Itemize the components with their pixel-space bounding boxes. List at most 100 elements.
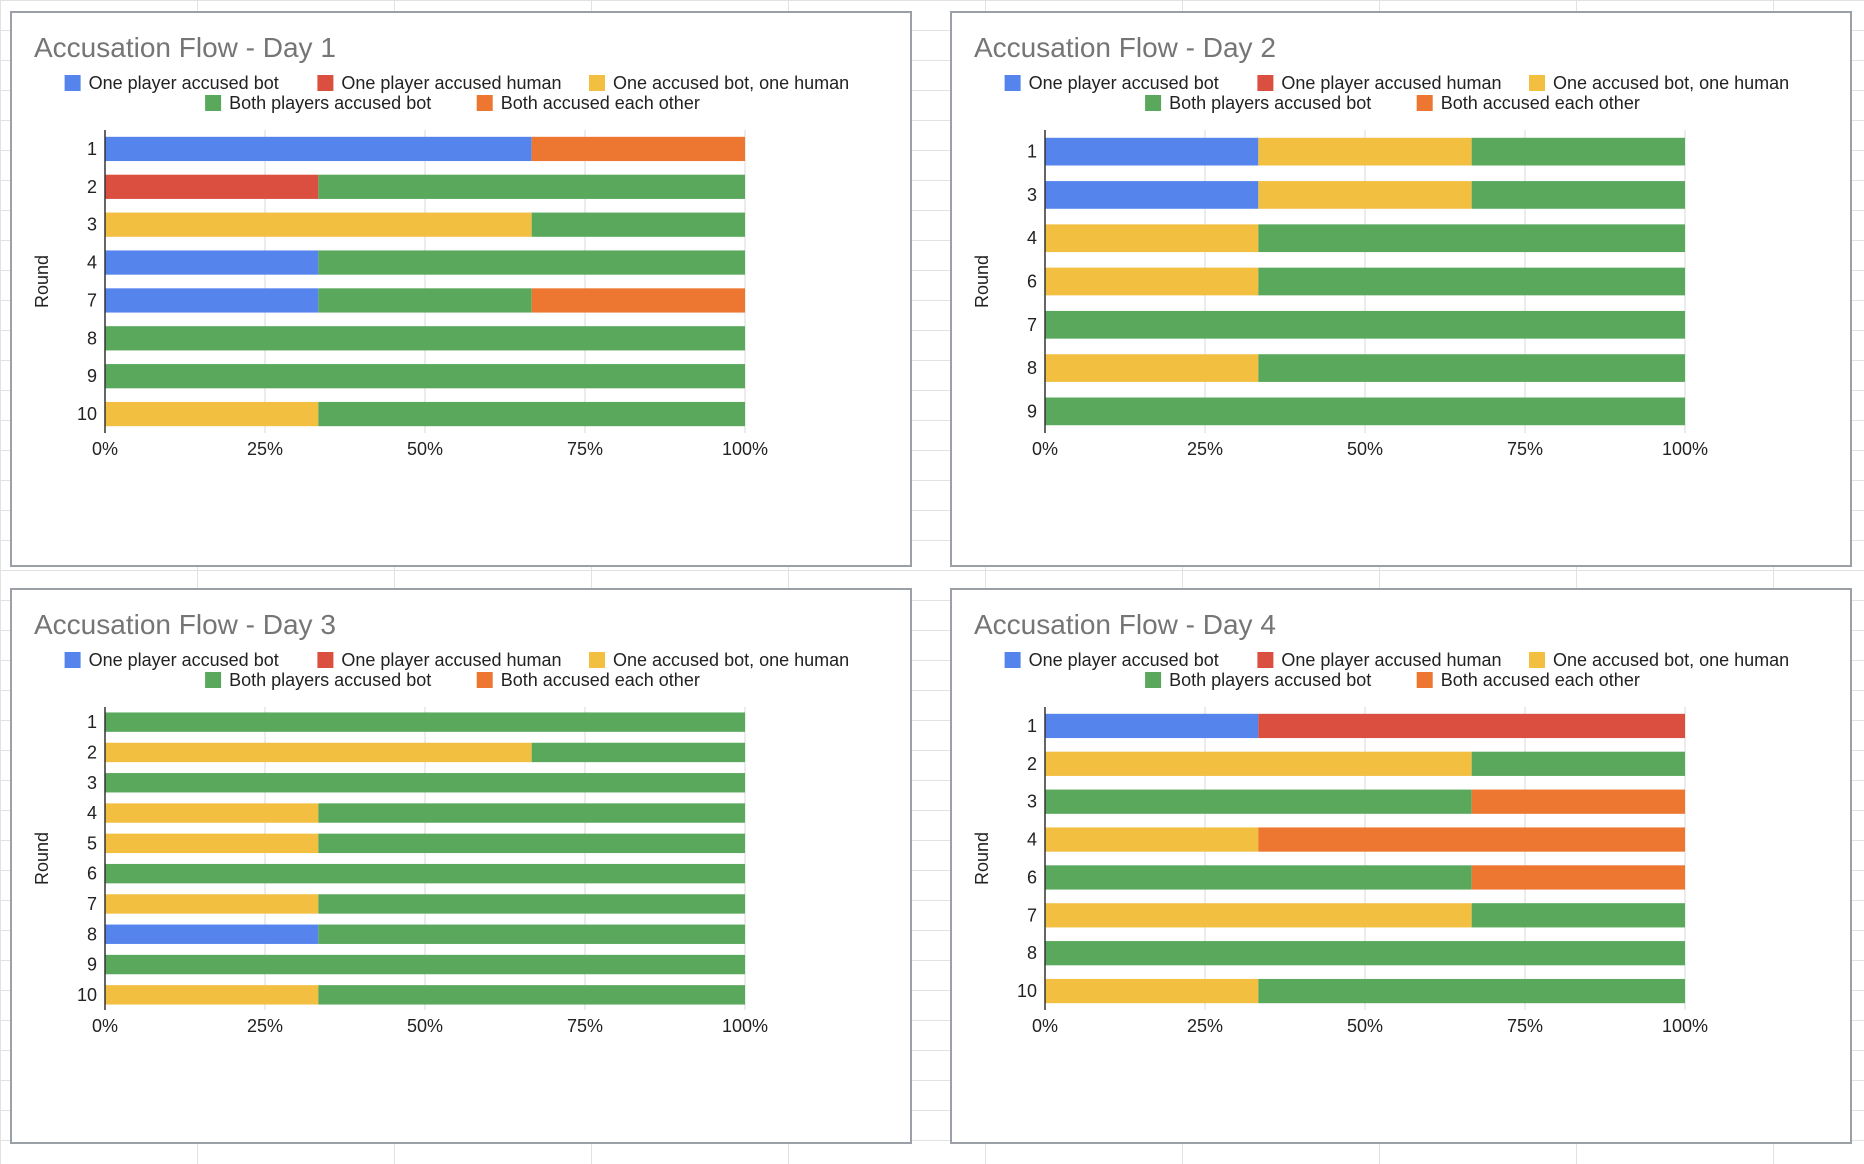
bar-segment: [105, 954, 745, 975]
chart-title: Accusation Flow - Day 2: [974, 32, 1276, 63]
legend-label: One player accused human: [341, 73, 561, 93]
y-tick-label: 5: [87, 833, 97, 853]
legend-swatch: [476, 672, 493, 688]
legend-label: One player accused human: [341, 650, 561, 670]
bar-segment: [1045, 865, 1472, 890]
legend-item: One player accused human: [1257, 650, 1502, 670]
legend-swatch: [1416, 95, 1433, 111]
x-tick-label: 0%: [1032, 439, 1058, 459]
y-tick-label: 4: [87, 253, 97, 273]
y-tick-label: 10: [1017, 981, 1037, 1001]
x-tick-label: 0%: [92, 1016, 118, 1036]
x-tick-label: 50%: [1347, 439, 1383, 459]
bar-segment: [1045, 224, 1259, 253]
legend-label: Both accused each other: [1441, 93, 1640, 113]
legend-label: Both players accused bot: [1169, 93, 1371, 113]
x-tick-label: 75%: [1507, 439, 1543, 459]
legend-swatch: [64, 652, 81, 668]
y-tick-label: 7: [1027, 905, 1037, 925]
bar-segment: [1258, 224, 1685, 253]
bar-segment: [105, 712, 745, 732]
x-tick-label: 100%: [722, 439, 768, 459]
y-tick-label: 3: [1027, 185, 1037, 205]
x-tick-label: 100%: [1662, 1016, 1708, 1036]
bar-segment: [531, 742, 745, 763]
chart-title: Accusation Flow - Day 4: [974, 609, 1276, 640]
legend-item: Both players accused bot: [205, 670, 431, 690]
legend-label: One player accused bot: [89, 73, 279, 93]
legend-swatch: [1529, 75, 1545, 91]
bar-segment: [531, 288, 745, 313]
bar-segment: [318, 803, 745, 823]
chart-title: Accusation Flow - Day 1: [34, 32, 336, 63]
y-axis-title: Round: [32, 832, 52, 885]
bar-segment: [1045, 903, 1472, 928]
legend-item: Both players accused bot: [1145, 670, 1371, 690]
legend-item: One player accused human: [317, 73, 562, 93]
bar-segment: [1471, 903, 1685, 928]
bar-segment: [1045, 310, 1685, 339]
legend-label: One player accused bot: [1029, 650, 1219, 670]
bar-segment: [1471, 789, 1685, 814]
bar-segment: [1045, 137, 1259, 166]
legend-swatch: [1529, 652, 1545, 668]
y-axis-title: Round: [32, 255, 52, 308]
x-tick-label: 50%: [1347, 1016, 1383, 1036]
legend-item: Both accused each other: [476, 670, 700, 690]
legend-label: One accused bot, one human: [1553, 650, 1789, 670]
legend-item: One accused bot, one human: [589, 650, 849, 670]
x-tick-label: 100%: [722, 1016, 768, 1036]
bar-segment: [1045, 751, 1472, 776]
legend-label: One player accused bot: [1029, 73, 1219, 93]
legend-swatch: [64, 75, 81, 91]
chart-title: Accusation Flow - Day 3: [34, 609, 336, 640]
bar-segment: [1258, 713, 1685, 739]
bar-segment: [1045, 354, 1259, 382]
legend-swatch: [476, 95, 493, 111]
x-tick-label: 100%: [1662, 439, 1708, 459]
y-tick-label: 8: [1027, 943, 1037, 963]
legend-label: Both accused each other: [1441, 670, 1640, 690]
legend-item: Both players accused bot: [1145, 93, 1371, 113]
x-tick-label: 25%: [247, 439, 283, 459]
bar-segment: [105, 174, 319, 199]
legend-swatch: [1145, 95, 1162, 111]
legend-label: Both players accused bot: [229, 93, 431, 113]
legend-item: One accused bot, one human: [1529, 73, 1789, 93]
legend-item: One accused bot, one human: [589, 73, 849, 93]
y-tick-label: 9: [1027, 401, 1037, 421]
bar-segment: [318, 174, 745, 199]
bar-segment: [105, 894, 319, 914]
bar-segment: [1258, 181, 1472, 209]
legend-item: One accused bot, one human: [1529, 650, 1789, 670]
x-tick-label: 0%: [92, 439, 118, 459]
bar-segment: [1045, 827, 1259, 852]
x-tick-label: 50%: [407, 439, 443, 459]
bar-segment: [105, 924, 319, 944]
y-tick-label: 6: [1027, 272, 1037, 292]
y-tick-label: 7: [87, 290, 97, 310]
bar-segment: [105, 212, 532, 237]
bar-segment: [318, 894, 745, 914]
bar-segment: [318, 924, 745, 944]
legend-swatch: [205, 672, 222, 688]
bar-segment: [1258, 137, 1472, 166]
chart-day-4-svg: Accusation Flow - Day 4 One player accuse…: [972, 609, 1789, 1036]
y-tick-label: 1: [1027, 716, 1037, 736]
y-tick-label: 4: [1027, 228, 1037, 248]
x-tick-label: 25%: [1187, 439, 1223, 459]
bar-segment: [318, 250, 745, 275]
legend-swatch: [205, 95, 222, 111]
legend-swatch: [1004, 75, 1021, 91]
legend-item: One player accused human: [317, 650, 562, 670]
legend-item: Both accused each other: [1416, 670, 1640, 690]
legend-item: One player accused bot: [1004, 650, 1219, 670]
chart-card-day-2: Accusation Flow - Day 2 One player accuse…: [950, 11, 1852, 567]
bar-segment: [1471, 137, 1685, 166]
y-tick-label: 8: [1027, 358, 1037, 378]
bar-segment: [1045, 978, 1259, 1004]
legend-swatch: [1145, 672, 1162, 688]
bar-segment: [1045, 713, 1259, 739]
y-tick-label: 10: [77, 404, 97, 424]
